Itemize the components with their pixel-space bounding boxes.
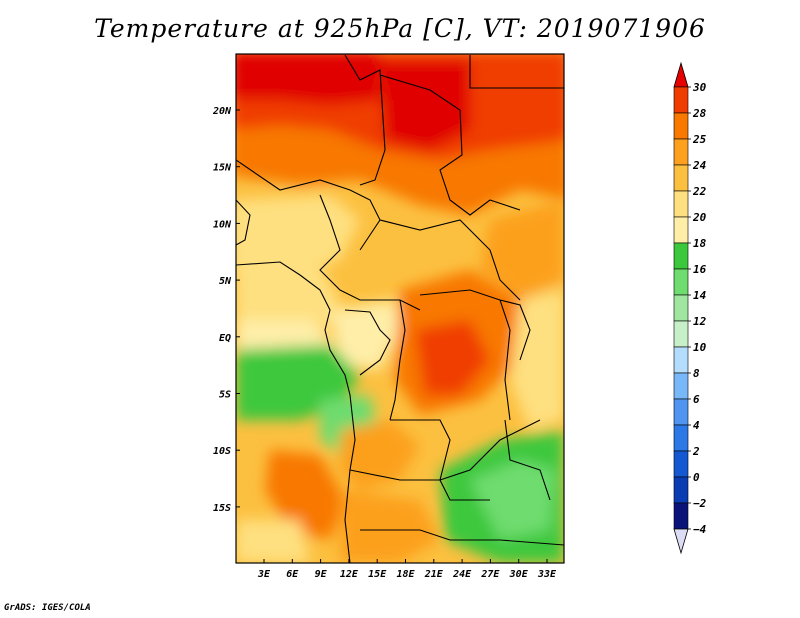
lat-label: 15S <box>213 503 231 514</box>
colorbar-label: 20 <box>692 211 707 224</box>
colorbar-label: 0 <box>693 471 700 484</box>
colorbar-label: 10 <box>693 341 707 354</box>
lat-axis: 20N 15N 10N 5N EQ 5S 10S 15S <box>212 106 240 514</box>
colorbar-segment <box>673 320 689 348</box>
lon-label: 12E <box>340 569 359 580</box>
colorbar-label: 12 <box>693 315 707 328</box>
lat-label: 5S <box>219 390 231 401</box>
lon-label: 9E <box>315 569 328 580</box>
lon-label: 3E <box>257 569 271 580</box>
lon-label: 24E <box>452 569 472 580</box>
colorbar-segment <box>673 476 689 504</box>
colorbar-segment <box>673 346 689 374</box>
map-title: Temperature at 925hPa [C], VT: 201907190… <box>94 14 706 43</box>
colorbar-label: 25 <box>692 133 707 146</box>
colorbar-segment <box>673 502 689 530</box>
lat-label: 10S <box>213 446 231 457</box>
lon-label: 6E <box>286 569 299 580</box>
colorbar-segment <box>673 268 689 296</box>
lon-axis: 3E 6E 9E 12E 15E 18E 21E 24E 27E 30E 33E <box>257 559 557 580</box>
colorbar-label: 4 <box>693 419 700 432</box>
colorbar-label: 14 <box>693 289 707 302</box>
colorbar-segment <box>673 242 689 270</box>
lat-label: EQ <box>219 333 231 344</box>
colorbar-label: −4 <box>693 523 707 536</box>
colorbar-bottom-arrow <box>673 528 689 555</box>
colorbar-segment <box>673 138 689 166</box>
map-frame <box>235 53 565 564</box>
colorbar-segment <box>673 112 689 140</box>
colorbar-label: 30 <box>692 81 707 94</box>
grads-credit: GrADS: IGES/COLA <box>4 603 91 613</box>
colorbar-label: 22 <box>692 185 707 198</box>
colorbar-segment <box>673 372 689 400</box>
lat-label: 10N <box>213 219 232 230</box>
lon-label: 18E <box>396 569 415 580</box>
colorbar-label: 24 <box>692 159 707 172</box>
colorbar-segment <box>673 164 689 192</box>
colorbar-top-arrow <box>673 61 689 88</box>
lon-label: 21E <box>424 569 444 580</box>
colorbar-segment <box>673 294 689 322</box>
temperature-field <box>236 54 564 563</box>
colorbar-label: −2 <box>693 497 707 510</box>
colorbar-segment <box>673 190 689 218</box>
lon-label: 33E <box>537 569 557 580</box>
lat-label: 20N <box>212 106 232 117</box>
lon-label: 27E <box>480 569 500 580</box>
colorbar-label: 28 <box>692 107 707 120</box>
colorbar-label: 2 <box>692 445 700 458</box>
colorbar-segment <box>673 398 689 426</box>
colorbar-segment <box>673 216 689 244</box>
colorbar-label: 6 <box>693 393 700 406</box>
lat-label: 15N <box>213 163 232 174</box>
lon-label: 30E <box>509 569 529 580</box>
colorbar-segment <box>673 424 689 452</box>
colorbar-label: 16 <box>693 263 707 276</box>
country-borders <box>236 54 564 563</box>
colorbar-label: 8 <box>693 367 700 380</box>
colorbar-segment <box>673 450 689 478</box>
lat-label: 5N <box>219 276 232 287</box>
colorbar-label: 18 <box>693 237 707 250</box>
colorbar-segment <box>673 86 689 114</box>
lon-label: 15E <box>368 569 387 580</box>
